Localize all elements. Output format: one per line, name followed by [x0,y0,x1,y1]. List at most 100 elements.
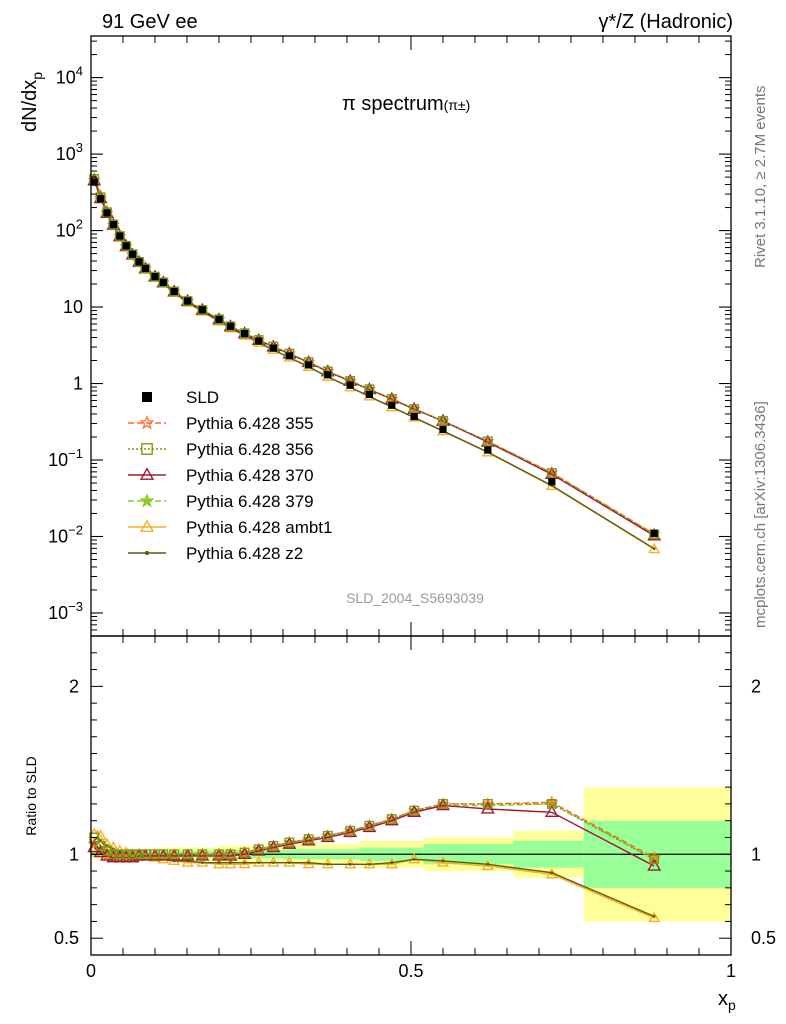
series-6-ratio-point-36 [486,862,490,866]
y-tick-label-base: 10 [48,603,68,623]
series-2-ratio-point-25 [239,847,250,858]
legend-label-2: Pythia 6.428 356 [186,440,314,459]
series-5-ratio-point-38 [648,911,661,923]
series-5-ratio-point-27 [267,856,280,867]
data-point-30 [324,371,332,379]
series-3-ratio-point-29 [301,833,316,846]
legend-item-1: Pythia 6.428 355 [128,414,314,433]
data-point-32 [365,390,373,399]
legend-marker-3 [139,467,155,480]
series-5-ratio-point-25 [238,857,251,869]
series-5-point-38 [648,542,661,554]
y-axis-label-main: dN/dx [19,80,41,132]
series-2-point-22 [197,304,208,315]
data-point-19 [159,278,167,287]
series-6-ratio-point-35 [441,859,445,863]
y-tick-label-exponent: −3 [68,599,83,614]
series-3-ratio-point-25 [237,846,252,859]
data-point-2 [97,195,105,203]
y-tick-label-4: 104 [56,64,83,88]
series-2-point-35 [438,415,448,426]
rivet-label: Rivet 3.1.10, ≥ 2.7M events [752,86,769,269]
data-point-20 [170,287,178,296]
x-axis-label-sub: p [728,997,736,1013]
series-2-line [93,178,655,535]
series-6-ratio-point-25 [243,861,247,865]
legend-item-5: Pythia 6.428 ambt1 [128,518,332,537]
legend-label-6: Pythia 6.428 z2 [186,544,303,563]
series-2-point-25 [239,328,250,339]
series-2-point-18 [150,271,160,282]
series-2-point-12 [127,249,138,260]
legend-item-2: Pythia 6.428 356 [128,440,314,459]
y-tick-label-exponent: −1 [68,446,83,461]
series-6-ratio-point-29 [307,861,310,865]
series-6-ratio-point-34 [412,857,416,861]
ratio-tick-label-right: 2 [751,676,761,696]
series-2-ratio-point-26 [253,844,264,855]
y-tick-label--1: 10−1 [48,446,83,470]
series-2-ratio-point-35 [438,798,448,809]
y-tick-label-exponent: 2 [76,217,83,232]
legend-item-6: Pythia 6.428 z2 [128,544,303,563]
data-point-38 [650,529,658,537]
series-2-ratio-point-24 [225,849,236,860]
series-2-ratio-point-4 [102,846,112,856]
series-2-point-6 [108,219,119,230]
series-2-ratio-point-6 [108,849,119,860]
series-3-ratio-point-31 [343,825,358,838]
legend-item-4: Pythia 6.428 379 [128,492,314,511]
series-2-ratio-point-33 [386,814,397,824]
series-2-ratio-point-20 [169,849,180,860]
data-point-14 [135,258,143,266]
series-6-ratio-point-26 [257,861,261,865]
data-point-29 [305,361,313,369]
header-right: γ*/Z (Hadronic) [599,11,733,33]
legend-marker-6 [144,550,150,556]
series-2-ratio-point-8 [114,849,125,860]
data-point-26 [255,337,263,345]
series-6-ratio-point-32 [368,862,371,866]
y-tick-label-0: 1 [73,374,83,394]
series-3-ratio-point-38 [647,858,662,871]
y-tick-label--3: 10−3 [48,599,83,623]
legend-item-0: SLD [142,388,219,407]
series-2-point-24 [225,321,236,332]
data-point-16 [141,264,149,273]
series-5-ratio-point-23 [212,857,226,869]
series-2-ratio-point-31 [345,825,356,836]
series-2-ratio-point-32 [364,820,375,831]
mcplots-label: mcplots.cern.ch [arXiv:1306.3436] [752,401,769,628]
y-tick-label-exponent: 4 [76,64,83,79]
data-point-6 [109,220,117,229]
legend-label-0: SLD [186,388,219,407]
y-tick-label--2: 10−2 [48,522,83,546]
series-2-point-20 [169,286,180,297]
series-2-ratio-point-37 [546,798,557,809]
data-point-8 [116,232,124,240]
plot-title-main: π spectrum [342,93,444,115]
series-3-ratio-point-37 [544,804,559,817]
legend-label-5: Pythia 6.428 ambt1 [186,518,332,537]
ratio-tick-label-right: 1 [751,844,761,864]
series-2-ratio-point-34 [409,805,420,816]
data-point-33 [388,401,396,409]
series-6-ratio-point-37 [550,871,554,875]
ratio-tick-label-left: 0.5 [54,928,79,948]
x-tick-label: 0.5 [398,961,423,981]
data-point-0 [90,178,98,186]
y-tick-label-base: 10 [48,526,68,546]
series-6-ratio-point-23 [217,861,221,865]
plot-title: π spectrum(π±) [342,93,470,115]
series-2-ratio-point-21 [182,849,193,860]
y-tick-label-base: 1 [73,374,83,394]
series-2-ratio-point-14 [134,849,144,860]
series-0 [90,178,658,537]
y-tick-label-base: 10 [48,450,68,470]
series-2-point-14 [134,256,144,267]
ratio-y-axis-label: Ratio to SLD [23,756,39,835]
series-6-point-38 [652,547,656,551]
series-2-point-19 [158,277,169,288]
series-6-ratio-point-28 [288,861,291,865]
